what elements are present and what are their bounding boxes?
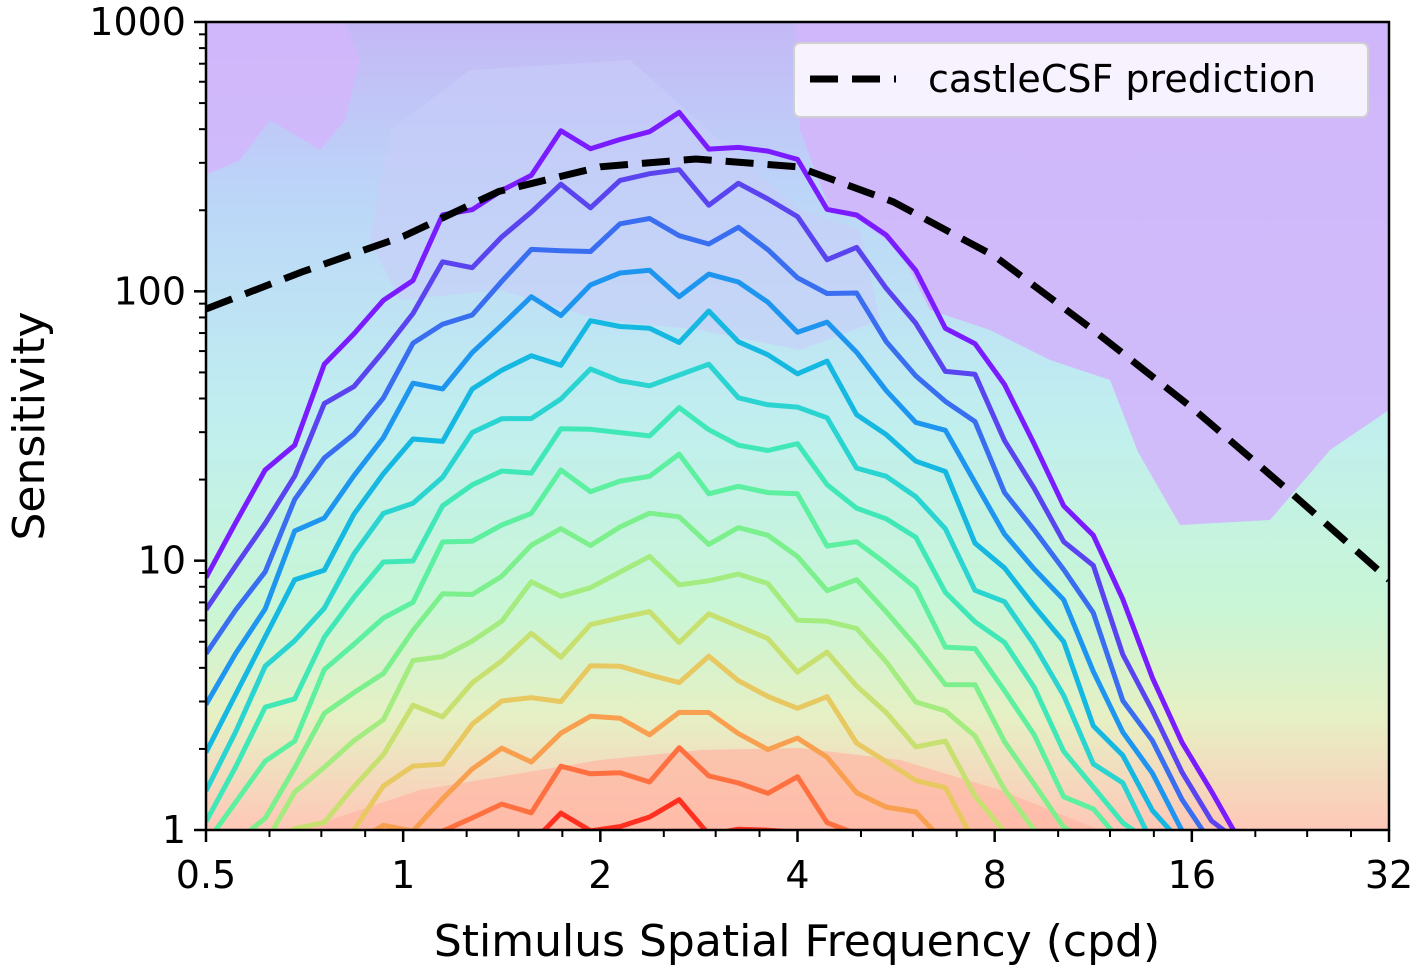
contour-level-line (206, 109, 1237, 830)
contour-level-line (206, 216, 1206, 830)
y-axis-ticks: 1 10 100 1000 (89, 0, 206, 852)
x-tick-label: 0.5 (176, 853, 236, 897)
contour-level-line (212, 451, 1115, 830)
contour-level-line (438, 745, 854, 830)
contour-level-line (347, 653, 971, 830)
x-axis-minor-ticks (268, 830, 1353, 837)
contour-region-center (370, 60, 880, 350)
y-axis-title: Sensitivity (4, 311, 55, 540)
contour-level-line (206, 167, 1228, 830)
x-tick-label: 1 (391, 853, 415, 897)
legend: castleCSF prediction (793, 42, 1369, 118)
x-axis-ticks: 0.5 1 2 4 8 16 32 (176, 830, 1413, 897)
x-tick-label: 4 (785, 853, 809, 897)
y-tick-label: 1000 (89, 0, 186, 44)
y-axis-minor-ticks (199, 33, 206, 750)
x-tick-label: 8 (983, 853, 1007, 897)
contour-level-line (270, 553, 1041, 830)
contour-level-line (206, 308, 1174, 830)
y-tick-label: 100 (113, 269, 186, 313)
contour-level-line (246, 510, 1074, 830)
y-tick-label: 10 (138, 539, 186, 583)
prediction-line (206, 155, 1389, 583)
x-tick-label: 32 (1365, 853, 1413, 897)
contour-level-line (206, 267, 1187, 830)
contour-region-top-left (206, 22, 360, 175)
contour-level-line (206, 405, 1138, 830)
legend-label: castleCSF prediction (928, 57, 1316, 101)
x-tick-label: 16 (1168, 853, 1216, 897)
contour-region-right (795, 22, 1389, 525)
contour-level-line (286, 609, 1007, 830)
x-tick-label: 2 (588, 853, 612, 897)
y-tick-label: 1 (162, 808, 186, 852)
legend-box (793, 42, 1369, 118)
contour-lines (206, 109, 1237, 830)
x-axis-title: Stimulus Spatial Frequency (cpd) (434, 916, 1160, 967)
contour-level-line (206, 361, 1149, 830)
